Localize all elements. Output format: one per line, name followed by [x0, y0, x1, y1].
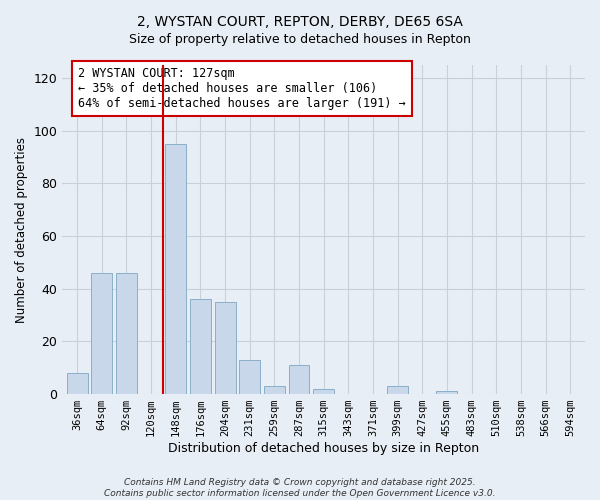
Bar: [239, 360, 260, 394]
Bar: [165, 144, 186, 394]
Bar: [91, 273, 112, 394]
Text: Contains HM Land Registry data © Crown copyright and database right 2025.
Contai: Contains HM Land Registry data © Crown c…: [104, 478, 496, 498]
Text: Size of property relative to detached houses in Repton: Size of property relative to detached ho…: [129, 32, 471, 46]
Text: 2 WYSTAN COURT: 127sqm
← 35% of detached houses are smaller (106)
64% of semi-de: 2 WYSTAN COURT: 127sqm ← 35% of detached…: [78, 66, 406, 110]
X-axis label: Distribution of detached houses by size in Repton: Distribution of detached houses by size …: [168, 442, 479, 455]
Text: 2, WYSTAN COURT, REPTON, DERBY, DE65 6SA: 2, WYSTAN COURT, REPTON, DERBY, DE65 6SA: [137, 15, 463, 29]
Bar: [436, 392, 457, 394]
Bar: [67, 373, 88, 394]
Bar: [116, 273, 137, 394]
Bar: [313, 389, 334, 394]
Bar: [289, 365, 310, 394]
Y-axis label: Number of detached properties: Number of detached properties: [15, 136, 28, 322]
Bar: [264, 386, 285, 394]
Bar: [215, 302, 236, 394]
Bar: [387, 386, 408, 394]
Bar: [190, 300, 211, 394]
